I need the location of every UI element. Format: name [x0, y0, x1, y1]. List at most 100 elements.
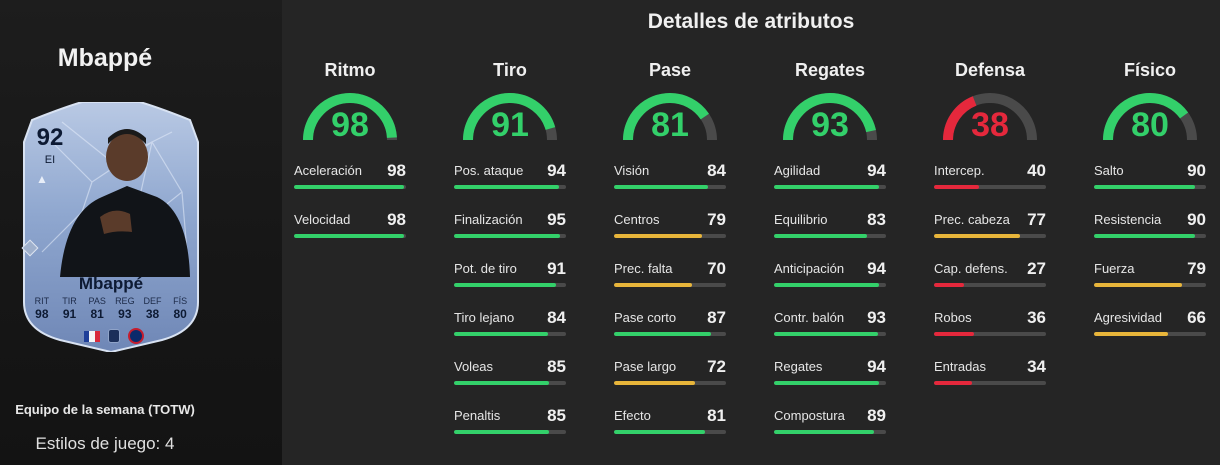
page-title: Detalles de atributos — [647, 10, 855, 33]
boot-icon: ▲ — [36, 172, 48, 186]
attribute-name: Voleas — [454, 359, 494, 374]
attribute-bar — [454, 381, 566, 385]
category-fisico: Físico 80 Salto 90 Resistencia 90 Fuerza… — [1094, 60, 1206, 350]
attribute-equilibrio: Equilibrio 83 — [774, 203, 886, 252]
attribute-bar-fill — [774, 381, 880, 385]
attribute-name: Tiro lejano — [454, 310, 515, 325]
attribute-bar — [774, 234, 886, 238]
category-value: 98 — [331, 106, 369, 144]
attribute-bar-fill — [774, 234, 867, 238]
attribute-name: Prec. falta — [614, 261, 673, 276]
attribute-velocidad: Velocidad 98 — [294, 203, 406, 252]
attribute-bar-fill — [1094, 234, 1195, 238]
category-tiro: Tiro 91 Pos. ataque 94 Finalización 95 P… — [454, 60, 566, 448]
attribute-list: Aceleración 98 Velocidad 98 — [294, 154, 406, 252]
attribute-bar — [614, 430, 726, 434]
attribute-name: Penaltis — [454, 408, 501, 423]
attribute-tiro-lejano: Tiro lejano 84 — [454, 301, 566, 350]
category-gauge: 91 — [454, 90, 566, 148]
attribute-bar-fill — [454, 430, 550, 434]
attribute-value: 94 — [867, 259, 886, 278]
attribute-name: Pos. ataque — [454, 163, 524, 178]
gauge-fill — [1103, 93, 1197, 141]
attribute-value: 27 — [1027, 259, 1046, 278]
attribute-bar-fill — [774, 430, 874, 434]
attribute-name: Aceleración — [294, 163, 362, 178]
attribute-name: Cap. defens. — [934, 261, 1008, 276]
attribute-bar — [934, 283, 1046, 287]
attribute-resistencia: Resistencia 90 — [1094, 203, 1206, 252]
playstyles-count[interactable]: Estilos de juego: 4 — [35, 434, 175, 453]
attribute-bar-fill — [454, 332, 549, 336]
attribute-name: Pase corto — [614, 310, 677, 325]
attribute-bar — [774, 332, 886, 336]
gauge-fill — [783, 93, 877, 141]
card-player-name: Mbappé — [78, 274, 144, 293]
attribute-value: 85 — [547, 406, 566, 425]
attribute-bar-fill — [614, 430, 705, 434]
attribute-name: Contr. balón — [774, 310, 845, 325]
gauge-fill — [623, 93, 717, 141]
attribute-bar — [774, 381, 886, 385]
attribute-bar — [454, 234, 566, 238]
attribute-regates: Regates 94 — [774, 350, 886, 399]
attribute-vision: Visión 84 — [614, 154, 726, 203]
attribute-bar-fill — [934, 381, 973, 385]
attribute-intercep: Intercep. 40 — [934, 154, 1046, 203]
attribute-name: Prec. cabeza — [934, 212, 1010, 227]
category-title: Tiro — [493, 60, 527, 80]
attribute-voleas: Voleas 85 — [454, 350, 566, 399]
attribute-bar-fill — [774, 185, 880, 189]
league-icon — [108, 329, 120, 343]
attribute-bar-fill — [774, 332, 879, 336]
attribute-bar — [1094, 234, 1206, 238]
attribute-value: 77 — [1027, 210, 1046, 229]
attribute-bar — [774, 430, 886, 434]
attribute-name: Anticipación — [774, 261, 845, 276]
gauge-fill — [463, 93, 557, 141]
attribute-name: Robos — [934, 310, 972, 325]
card-stat: TIR 91 — [62, 296, 77, 321]
attribute-name: Resistencia — [1094, 212, 1162, 227]
attribute-salto: Salto 90 — [1094, 154, 1206, 203]
category-title: Ritmo — [324, 60, 376, 80]
attribute-bar-fill — [934, 283, 965, 287]
attribute-bar — [934, 381, 1046, 385]
card-stat: RIT 98 — [34, 296, 50, 321]
attribute-cap-defens: Cap. defens. 27 — [934, 252, 1046, 301]
attribute-aceleracion: Aceleración 98 — [294, 154, 406, 203]
category-value: 91 — [491, 106, 529, 144]
attribute-prec-falta: Prec. falta 70 — [614, 252, 726, 301]
attribute-centros: Centros 79 — [614, 203, 726, 252]
attribute-list: Agilidad 94 Equilibrio 83 Anticipación 9… — [774, 154, 886, 448]
category-gauge: 81 — [614, 90, 726, 148]
attribute-efecto: Efecto 81 — [614, 399, 726, 448]
attribute-value: 81 — [707, 406, 726, 425]
attribute-robos: Robos 36 — [934, 301, 1046, 350]
attribute-name: Compostura — [774, 408, 845, 423]
attribute-bar — [1094, 283, 1206, 287]
attribute-bar — [1094, 332, 1206, 336]
attribute-bar — [934, 234, 1046, 238]
attribute-value: 95 — [547, 210, 566, 229]
attribute-bar-fill — [294, 234, 404, 238]
attribute-name: Velocidad — [294, 212, 351, 227]
attribute-pase-largo: Pase largo 72 — [614, 350, 726, 399]
attribute-fuerza: Fuerza 79 — [1094, 252, 1206, 301]
attribute-list: Intercep. 40 Prec. cabeza 77 Cap. defens… — [934, 154, 1046, 399]
attribute-bar-fill — [454, 283, 556, 287]
player-card[interactable]: 92 EI ▲ Mbappé RIT 98 TIR 91 PAS 81 REG 93 D… — [21, 102, 200, 352]
attribute-bar-fill — [454, 381, 550, 385]
attribute-prec-cabeza: Prec. cabeza 77 — [934, 203, 1046, 252]
attribute-value: 66 — [1187, 308, 1206, 327]
category-value: 93 — [811, 106, 849, 144]
attribute-pos-ataque: Pos. ataque 94 — [454, 154, 566, 203]
attribute-name: Efecto — [614, 408, 651, 423]
category-title: Defensa — [954, 60, 1026, 80]
attribute-value: 90 — [1187, 161, 1206, 180]
card-badges — [74, 328, 154, 344]
attribute-value: 36 — [1027, 308, 1046, 327]
attribute-value: 98 — [387, 161, 406, 180]
card-stat: DEF 38 — [143, 296, 162, 321]
attribute-name: Agilidad — [774, 163, 821, 178]
